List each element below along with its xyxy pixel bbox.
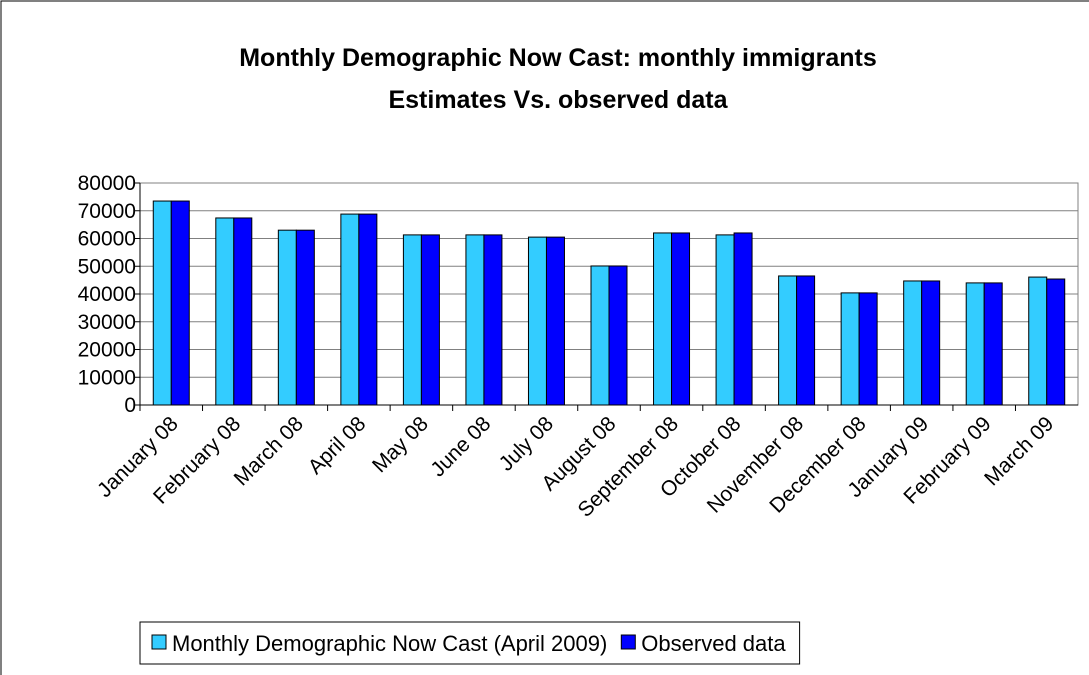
bar <box>858 292 878 406</box>
y-tick-label: 10000 <box>78 366 136 389</box>
bar <box>527 236 547 406</box>
bar <box>608 265 628 406</box>
bar <box>277 229 297 406</box>
bar <box>295 229 315 406</box>
bar <box>152 200 172 406</box>
bar <box>170 200 190 406</box>
chart-title: Monthly Demographic Now Cast: monthly im… <box>239 44 877 72</box>
bar <box>590 265 610 406</box>
y-tick-label: 30000 <box>78 311 136 334</box>
bar <box>983 282 1003 406</box>
bar <box>903 280 923 406</box>
bar <box>340 213 360 406</box>
bar <box>1046 278 1066 406</box>
legend: Monthly Demographic Now Cast (April 2009… <box>139 621 801 665</box>
bar <box>402 234 422 406</box>
legend-label: Observed data <box>641 631 786 656</box>
bar <box>778 275 798 406</box>
bar <box>671 232 691 406</box>
bar <box>465 234 485 406</box>
chart-title: Estimates Vs. observed data <box>388 86 728 114</box>
bar <box>233 217 253 406</box>
bar <box>545 236 565 406</box>
y-tick-label: 80000 <box>78 172 136 195</box>
y-tick-label: 70000 <box>78 200 136 223</box>
legend-box <box>139 621 801 665</box>
bar <box>796 275 816 406</box>
bar <box>733 232 753 406</box>
bar <box>653 232 673 406</box>
bar <box>358 213 378 406</box>
y-tick-label: 0 <box>124 394 136 417</box>
bar <box>483 234 503 406</box>
bar <box>420 234 440 406</box>
y-tick-label: 40000 <box>78 283 136 306</box>
legend-swatch <box>620 634 636 650</box>
bar <box>840 292 860 406</box>
y-tick-label: 60000 <box>78 228 136 251</box>
bar <box>715 234 735 406</box>
y-tick-label: 50000 <box>78 255 136 278</box>
y-tick-label: 20000 <box>78 339 136 362</box>
legend-swatch <box>151 634 167 650</box>
bar <box>921 280 941 406</box>
bar <box>965 282 985 406</box>
legend-label: Monthly Demographic Now Cast (April 2009… <box>172 631 607 656</box>
bar <box>215 217 235 406</box>
bar <box>1028 276 1048 406</box>
